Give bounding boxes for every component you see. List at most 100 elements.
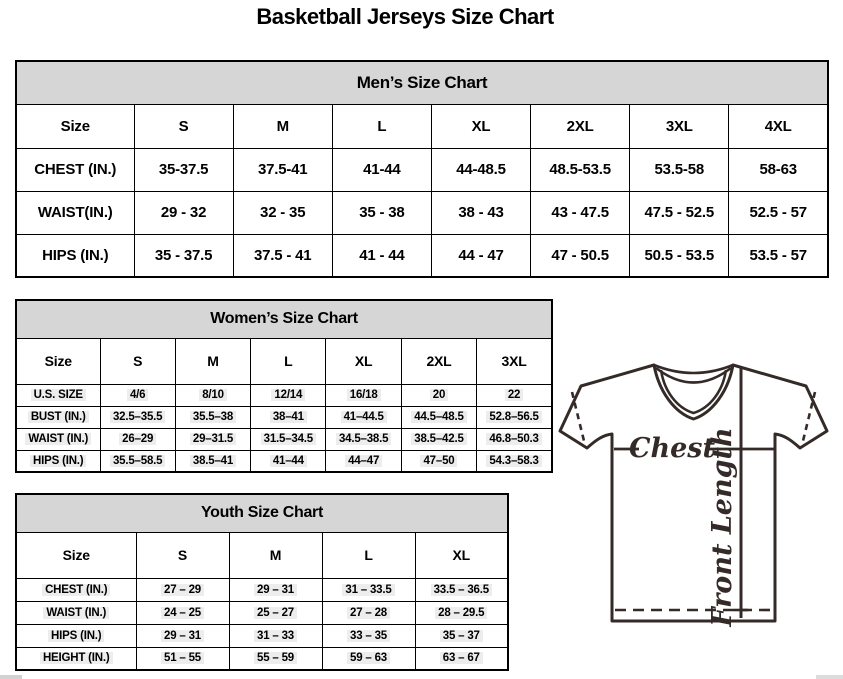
value-cell: 47–50 xyxy=(400,449,478,473)
scrollbar-fragment-right[interactable] xyxy=(816,675,843,679)
value-cell: 31.5–34.5 xyxy=(250,427,327,451)
value-cell: 35-37.5 xyxy=(133,147,234,192)
table-row: HIPS (IN.) 35 - 37.5 37.5 - 41 41 - 44 44 - … xyxy=(15,233,829,278)
table-row: CHEST (IN.) 27 – 29 29 – 31 31 – 33.5 33.5 –… xyxy=(15,577,509,602)
value-cell: 48.5-53.5 xyxy=(530,147,631,192)
value-cell: 51 – 55 xyxy=(135,646,230,671)
value-cell: 58-63 xyxy=(728,147,829,192)
value-cell: 47.5 - 52.5 xyxy=(629,190,730,235)
value-cell: 35.5–58.5 xyxy=(99,449,176,473)
value-cell: 29–31.5 xyxy=(174,427,252,451)
value-cell: 26–29 xyxy=(99,427,176,451)
column-header: 2XL xyxy=(530,103,631,149)
value-cell: 50.5 - 53.5 xyxy=(629,233,730,278)
value-cell: 41–44.5 xyxy=(325,405,402,429)
value-cell: 63 – 67 xyxy=(414,646,509,671)
column-header: L xyxy=(250,337,327,385)
table-row: HIPS (IN.) 35.5–58.5 38.5–41 41–44 44–47 47–5… xyxy=(15,449,553,473)
value-cell: 27 – 29 xyxy=(135,577,230,602)
column-header: Size xyxy=(15,337,101,385)
row-label: HEIGHT (IN.) xyxy=(15,646,137,671)
column-header: XL xyxy=(414,531,509,579)
row-label: WAIST (IN.) xyxy=(15,600,137,625)
table-row: U.S. SIZE 4/6 8/10 12/14 16/18 20 22 xyxy=(15,383,553,407)
value-cell: 53.5-58 xyxy=(629,147,730,192)
value-cell: 38 - 43 xyxy=(430,190,532,235)
collar-back-line xyxy=(653,363,734,375)
chest-label: Chest xyxy=(629,433,715,464)
value-cell: 35 – 37 xyxy=(414,623,509,648)
value-cell: 29 – 31 xyxy=(135,623,230,648)
value-cell: 46.8–50.3 xyxy=(476,427,553,451)
mens-size-table: Men’s Size Chart Size S M L XL 2XL 3XL 4XL CHEST … xyxy=(15,60,829,278)
value-cell: 35 - 38 xyxy=(331,190,432,235)
value-cell: 25 – 27 xyxy=(228,600,323,625)
row-label: WAIST (IN.) xyxy=(15,427,101,451)
value-cell: 55 – 59 xyxy=(228,646,323,671)
value-cell: 29 – 31 xyxy=(228,577,323,602)
column-header: Size xyxy=(15,531,137,579)
row-label: HIPS (IN.) xyxy=(15,449,101,473)
value-cell: 44 - 47 xyxy=(430,233,532,278)
value-cell: 16/18 xyxy=(325,383,402,407)
value-cell: 35 - 37.5 xyxy=(133,233,234,278)
column-header: 3XL xyxy=(476,337,553,385)
row-label: HIPS (IN.) xyxy=(15,623,137,648)
jersey-measurement-diagram: Chest Front Length xyxy=(558,363,829,628)
column-header: M xyxy=(228,531,323,579)
front-length-label: Front Length xyxy=(707,427,738,627)
collar-inner-arc xyxy=(655,366,732,384)
page-title: Basketball Jerseys Size Chart xyxy=(256,4,554,29)
value-cell: 38.5–41 xyxy=(174,449,252,473)
row-label: HIPS (IN.) xyxy=(15,233,135,278)
column-header: S xyxy=(133,103,234,149)
column-header: 3XL xyxy=(629,103,730,149)
value-cell: 24 – 25 xyxy=(135,600,230,625)
value-cell: 20 xyxy=(400,383,478,407)
row-label: WAIST(IN.) xyxy=(15,190,135,235)
value-cell: 52.8–56.5 xyxy=(476,405,553,429)
table-row: HEIGHT (IN.) 51 – 55 55 – 59 59 – 63 63 – 67 xyxy=(15,646,509,671)
value-cell: 35.5–38 xyxy=(174,405,252,429)
youth-size-table: Youth Size Chart Size S M L XL CHEST (IN.) 27 –… xyxy=(15,493,509,671)
womens-size-table: Women’s Size Chart Size S M L XL 2XL 3XL U.S. SI… xyxy=(15,299,553,473)
table-row: CHEST (IN.) 35-37.5 37.5-41 41-44 44-48.5 48.… xyxy=(15,147,829,192)
column-header: Size xyxy=(15,103,135,149)
youth-chart-title: Youth Size Chart xyxy=(15,493,509,533)
value-cell: 47 - 50.5 xyxy=(530,233,631,278)
column-header: L xyxy=(331,103,432,149)
value-cell: 54.3–58.3 xyxy=(476,449,553,473)
value-cell: 29 - 32 xyxy=(133,190,234,235)
column-header: S xyxy=(135,531,230,579)
value-cell: 53.5 - 57 xyxy=(728,233,829,278)
value-cell: 37.5 - 41 xyxy=(232,233,333,278)
collar-inner-v xyxy=(659,369,728,415)
column-header: XL xyxy=(325,337,402,385)
value-cell: 44-48.5 xyxy=(430,147,532,192)
value-cell: 28 – 29.5 xyxy=(414,600,509,625)
row-label: CHEST (IN.) xyxy=(15,577,137,602)
column-header: XL xyxy=(430,103,532,149)
table-row: HIPS (IN.) 29 – 31 31 – 33 33 – 35 35 – 37 xyxy=(15,623,509,648)
men-chart-title: Men’s Size Chart xyxy=(15,60,829,105)
value-cell: 22 xyxy=(476,383,553,407)
value-cell: 31 – 33 xyxy=(228,623,323,648)
value-cell: 34.5–38.5 xyxy=(325,427,402,451)
row-label: BUST (IN.) xyxy=(15,405,101,429)
value-cell: 41–44 xyxy=(250,449,327,473)
value-cell: 27 – 28 xyxy=(321,600,416,625)
value-cell: 37.5-41 xyxy=(232,147,333,192)
value-cell: 33.5 – 36.5 xyxy=(414,577,509,602)
table-row: BUST (IN.) 32.5–35.5 35.5–38 38–41 41–44.5 44… xyxy=(15,405,553,429)
row-label: CHEST (IN.) xyxy=(15,147,135,192)
column-header: 2XL xyxy=(400,337,478,385)
column-header: M xyxy=(174,337,252,385)
scrollbar-fragment-left[interactable] xyxy=(0,675,22,679)
value-cell: 52.5 - 57 xyxy=(728,190,829,235)
value-cell: 12/14 xyxy=(250,383,327,407)
left-cuff-dashed-seam xyxy=(570,391,586,442)
value-cell: 38–41 xyxy=(250,405,327,429)
column-header: L xyxy=(321,531,416,579)
value-cell: 59 – 63 xyxy=(321,646,416,671)
value-cell: 44.5–48.5 xyxy=(400,405,478,429)
